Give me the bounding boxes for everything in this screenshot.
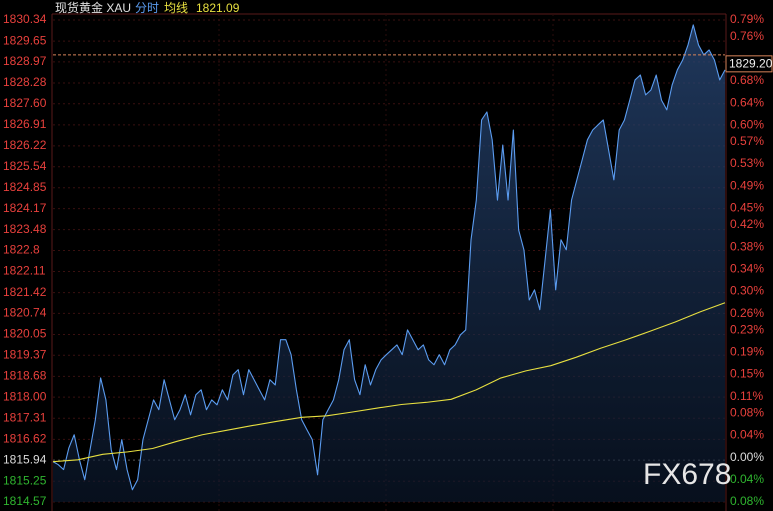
y2-tick-label: 0.11% [730, 389, 763, 403]
y-tick-label: 1814.57 [3, 494, 47, 508]
y2-tick-label: 0.34% [730, 261, 764, 275]
y2-tick-label: 0.42% [730, 217, 764, 231]
y2-tick-label: 0.49% [730, 178, 764, 192]
y-tick-label: 1820.05 [3, 327, 47, 341]
y-tick-label: 1826.22 [3, 138, 47, 152]
y-tick-label: 1824.85 [3, 180, 47, 194]
y-tick-label: 1826.91 [3, 117, 47, 131]
y-tick-label: 1820.74 [3, 306, 47, 320]
mode-label: 分时 [135, 1, 159, 15]
y2-tick-label: 0.57% [730, 134, 764, 148]
y-tick-label: 1818.68 [3, 369, 47, 383]
y2-tick-label: 0.08% [730, 406, 764, 420]
y2-tick-label: 0.04% [730, 472, 764, 486]
y-tick-label: 1819.37 [3, 347, 47, 361]
y2-tick-label: 0.04% [730, 428, 764, 442]
y-tick-label: 1828.97 [3, 54, 47, 68]
y2-tick-label: 0.64% [730, 95, 764, 109]
average-line [52, 302, 726, 463]
y-tick-label: 1825.54 [3, 159, 47, 173]
y2-tick-label: 0.60% [730, 117, 764, 131]
chart-title: 现货黄金 XAU [55, 0, 131, 15]
y2-tick-label: 0.26% [730, 306, 764, 320]
y2-tick-label: 0.38% [730, 239, 764, 253]
y2-tick-label: 0.08% [730, 494, 764, 508]
y2-tick-label: 0.19% [730, 345, 764, 359]
y-tick-label: 1817.31 [3, 410, 47, 424]
y-tick-label: 1824.17 [3, 201, 47, 215]
y2-tick-label: 0.23% [730, 322, 764, 336]
price-area [53, 24, 725, 502]
y2-tick-label: 0.68% [730, 73, 764, 87]
y-tick-label: 1823.48 [3, 222, 47, 236]
y2-tick-label: 0.79% [730, 12, 764, 26]
y-tick-label: 1822.8 [3, 243, 40, 257]
y-tick-label: 1815.25 [3, 473, 47, 487]
y-tick-label: 1815.94 [3, 452, 47, 466]
plot [52, 24, 726, 502]
y-tick-label: 1828.28 [3, 75, 47, 89]
y-tick-label: 1821.42 [3, 285, 47, 299]
y-tick-label: 1829.65 [3, 33, 47, 47]
avg-value: 1821.09 [196, 1, 240, 15]
y2-tick-label: 0.53% [730, 156, 764, 170]
y-tick-label: 1816.62 [3, 432, 47, 446]
y2-tick-label: 0.76% [730, 29, 764, 43]
y-tick-label: 1822.11 [3, 264, 46, 278]
y-tick-label: 1827.60 [3, 96, 47, 110]
y2-tick-label: 0.00% [730, 450, 764, 464]
y-tick-label: 1818.00 [3, 389, 47, 403]
y-tick-label: 1830.34 [3, 12, 47, 26]
y2-tick-label: 0.30% [730, 284, 764, 298]
watermark: FX678 [643, 458, 731, 491]
last-price-box [725, 55, 773, 73]
y2-tick-label: 0.15% [730, 367, 764, 381]
avg-label: 均线 [164, 1, 188, 15]
price-line [52, 24, 726, 491]
last-price-label: 1829.20 [729, 57, 773, 71]
y2-tick-label: 0.45% [730, 201, 764, 215]
